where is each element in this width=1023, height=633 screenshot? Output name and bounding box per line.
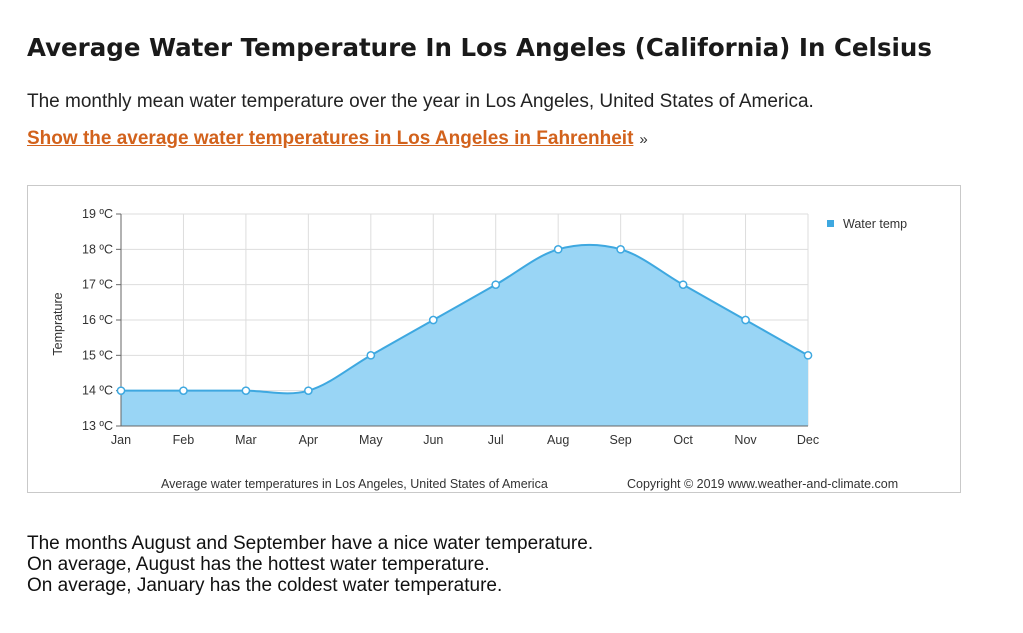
y-tick-label: 17 ºC <box>82 278 113 292</box>
data-point <box>491 280 501 290</box>
x-tick-label: Nov <box>734 433 757 447</box>
x-tick-label: Jun <box>423 433 443 447</box>
link-arrow-icon: » <box>639 131 648 148</box>
x-tick-label: Jul <box>488 433 504 447</box>
y-tick-label: 13 ºC <box>82 419 113 433</box>
x-tick-label: Mar <box>235 433 257 447</box>
x-tick-label: Aug <box>547 433 569 447</box>
x-tick-label: Oct <box>673 433 693 447</box>
page-title: Average Water Temperature In Los Angeles… <box>27 33 932 62</box>
conclusion-line: On average, August has the hottest water… <box>27 554 490 575</box>
data-point <box>553 244 563 254</box>
x-tick-label: May <box>359 433 383 447</box>
data-point <box>366 350 376 360</box>
data-point <box>179 386 188 396</box>
fahrenheit-link-line: Show the average water temperatures in L… <box>27 128 648 150</box>
conclusion-line: On average, January has the coldest wate… <box>27 575 503 596</box>
data-point <box>304 386 313 396</box>
x-tick-label: Sep <box>610 433 632 447</box>
chart-container: 13 ºC 14 ºC 15 ºC 16 ºC 17 ºC 18 ºC 19 ºC Jan Fe… <box>27 185 961 493</box>
series-area <box>121 244 808 426</box>
x-tick-label: Jan <box>111 433 131 447</box>
conclusion-text: The months August and September have a n… <box>27 533 593 596</box>
fahrenheit-link[interactable]: Show the average water temperatures in L… <box>27 128 634 149</box>
data-point <box>616 244 625 254</box>
data-point <box>241 386 251 396</box>
y-tick-label: 18 ºC <box>82 242 113 256</box>
y-axis-title: Temprature <box>51 292 65 355</box>
x-tick-label: Feb <box>173 433 195 447</box>
water-temperature-chart: 13 ºC 14 ºC 15 ºC 16 ºC 17 ºC 18 ºC 19 ºC Jan Fe… <box>51 207 907 491</box>
legend-label: Water temp <box>843 217 907 231</box>
chart-caption: Average water temperatures in Los Angele… <box>161 477 548 491</box>
y-tick-label: 15 ºC <box>82 348 113 362</box>
y-tick-label: 16 ºC <box>82 313 113 327</box>
chart-copyright: Copyright © 2019 www.weather-and-climate… <box>627 477 898 491</box>
conclusion-line: The months August and September have a n… <box>27 533 594 554</box>
x-tick-label: Apr <box>299 433 318 447</box>
data-point <box>428 315 438 325</box>
y-tick-label: 19 ºC <box>82 207 113 221</box>
legend-swatch <box>827 220 834 227</box>
y-tick-label: 14 ºC <box>82 384 113 398</box>
data-point <box>116 386 126 396</box>
data-point <box>741 315 750 325</box>
intro-text: The monthly mean water temperature over … <box>27 91 814 112</box>
data-point <box>678 280 688 290</box>
data-point <box>803 350 813 360</box>
x-tick-label: Dec <box>797 433 819 447</box>
